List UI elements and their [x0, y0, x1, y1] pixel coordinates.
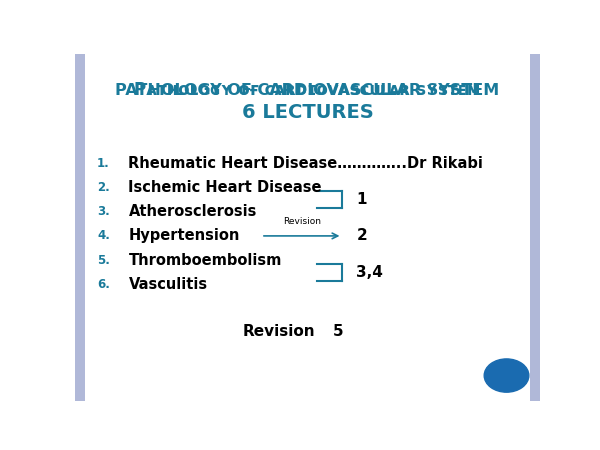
Circle shape: [484, 359, 529, 392]
Text: Pᴀᴛʜᴏʟᴏɢʏ ᴏғ ᴄᴀʀᴅɪᴏᴠᴀѕᴄᴜʟᴀʀ ѕʏѕᴛᴇᴍ: Pᴀᴛʜᴏʟᴏɢʏ ᴏғ ᴄᴀʀᴅɪᴏᴠᴀѕᴄᴜʟᴀʀ ѕʏѕᴛᴇᴍ: [134, 81, 481, 99]
Text: Vasculitis: Vasculitis: [128, 277, 208, 292]
Text: 5: 5: [333, 324, 344, 339]
Text: 2: 2: [356, 229, 367, 243]
Text: 5.: 5.: [97, 254, 110, 267]
Text: 6 LECTURES: 6 LECTURES: [242, 104, 373, 122]
Text: PATHOLOGY OF CARDIOVASCULAR SYSTEM: PATHOLOGY OF CARDIOVASCULAR SYSTEM: [115, 83, 500, 98]
Text: 6.: 6.: [97, 278, 110, 291]
Text: 3.: 3.: [97, 205, 110, 218]
Text: 1: 1: [356, 192, 367, 207]
Text: Revision: Revision: [242, 324, 315, 339]
Text: 4.: 4.: [97, 230, 110, 243]
Text: Revision: Revision: [283, 217, 320, 226]
Text: Atherosclerosis: Atherosclerosis: [128, 204, 257, 219]
Bar: [530, 54, 540, 400]
Text: 3,4: 3,4: [356, 265, 383, 280]
Text: Rheumatic Heart Disease…………..Dr Rikabi: Rheumatic Heart Disease…………..Dr Rikabi: [128, 156, 484, 171]
Text: Hypertension: Hypertension: [128, 229, 240, 243]
Bar: [75, 54, 85, 400]
Text: Ischemic Heart Disease: Ischemic Heart Disease: [128, 180, 322, 195]
Text: 1.: 1.: [97, 157, 110, 170]
Text: Thromboembolism: Thromboembolism: [128, 252, 282, 268]
Text: 2.: 2.: [97, 181, 110, 194]
